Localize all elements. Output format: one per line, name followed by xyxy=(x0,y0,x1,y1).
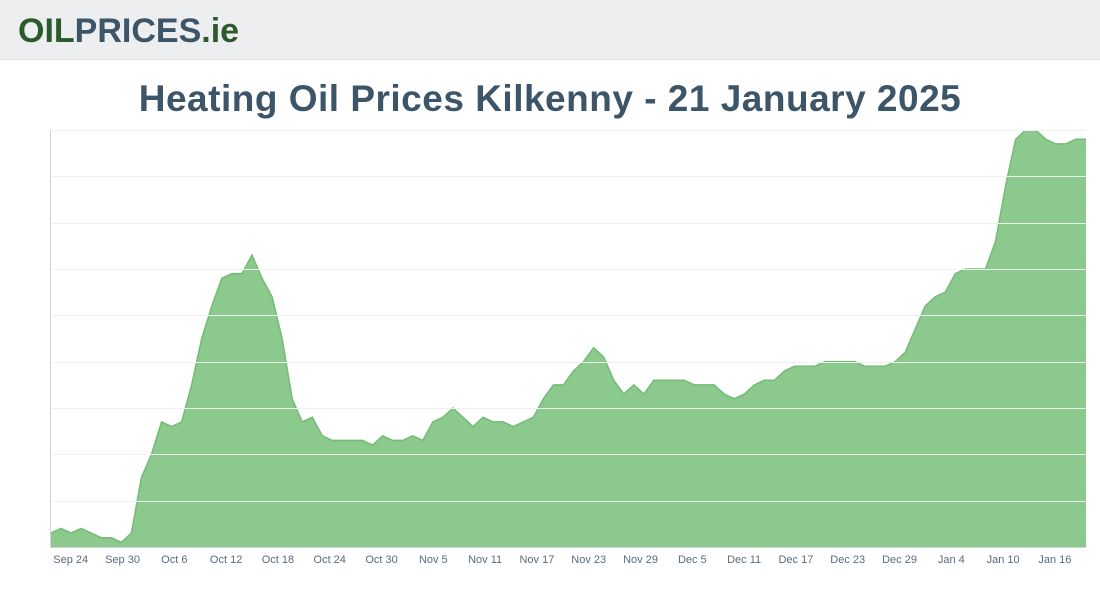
x-axis-label: Oct 6 xyxy=(161,554,187,566)
x-axis-label: Oct 30 xyxy=(365,554,397,566)
x-axis-label: Nov 23 xyxy=(571,554,606,566)
price-area xyxy=(51,130,1086,547)
grid-line xyxy=(51,547,1086,548)
x-axis-label: Dec 11 xyxy=(727,554,761,566)
price-chart: €920 €930 €940 €950 €960 €970 €980 €990 €1000 €10… xyxy=(50,130,1086,570)
x-axis-label: Dec 23 xyxy=(830,554,865,566)
grid-line xyxy=(51,176,1086,177)
grid-line xyxy=(51,130,1086,131)
y-axis-label: €950 xyxy=(50,401,51,415)
grid-line xyxy=(51,315,1086,316)
grid-line xyxy=(51,269,1086,270)
grid-line xyxy=(51,408,1086,409)
y-axis-label: €940 xyxy=(50,447,51,461)
logo-part-ie: .ie xyxy=(201,12,239,50)
grid-line xyxy=(51,501,1086,502)
y-axis-label: €920 xyxy=(50,540,51,548)
x-axis-label: Oct 24 xyxy=(314,554,346,566)
x-axis-label: Dec 5 xyxy=(678,554,707,566)
x-axis-label: Nov 5 xyxy=(419,554,448,566)
x-axis-label: Oct 12 xyxy=(210,554,242,566)
x-axis-label: Nov 17 xyxy=(519,554,554,566)
x-axis-label: Jan 10 xyxy=(987,554,1020,566)
x-axis-label: Sep 30 xyxy=(105,554,140,566)
x-axis-label: Dec 17 xyxy=(778,554,813,566)
site-logo: OILPRICES.ie xyxy=(18,12,239,50)
y-axis-label: €1000 xyxy=(50,169,51,183)
y-axis-label: €980 xyxy=(50,262,51,276)
x-axis-label: Dec 29 xyxy=(882,554,917,566)
y-axis-label: €930 xyxy=(50,494,51,508)
header-bar: OILPRICES.ie xyxy=(0,0,1100,60)
page-title: Heating Oil Prices Kilkenny - 21 January… xyxy=(139,78,961,119)
y-axis-label: €960 xyxy=(50,355,51,369)
x-axis-label: Sep 24 xyxy=(53,554,88,566)
x-axis-label: Oct 18 xyxy=(262,554,294,566)
logo-part-prices: PRICES xyxy=(75,12,202,50)
title-wrap: Heating Oil Prices Kilkenny - 21 January… xyxy=(0,60,1100,130)
x-axis-label: Jan 16 xyxy=(1038,554,1071,566)
y-axis-label: €990 xyxy=(50,216,51,230)
grid-line xyxy=(51,223,1086,224)
grid-line xyxy=(51,454,1086,455)
y-axis-label: €1010 xyxy=(50,130,51,137)
x-axis-label: Nov 11 xyxy=(468,554,502,566)
grid-line xyxy=(51,362,1086,363)
chart-svg xyxy=(51,130,1086,547)
x-axis-label: Jan 4 xyxy=(938,554,965,566)
logo-part-oil: OIL xyxy=(18,12,75,50)
y-axis-label: €970 xyxy=(50,308,51,322)
plot-area: €920 €930 €940 €950 €960 €970 €980 €990 €1000 €10… xyxy=(50,130,1086,548)
x-axis-labels: Sep 24 Sep 30 Oct 6 Oct 12 Oct 18 Oct 24 Oct 3… xyxy=(50,550,1086,570)
x-axis-label: Nov 29 xyxy=(623,554,658,566)
